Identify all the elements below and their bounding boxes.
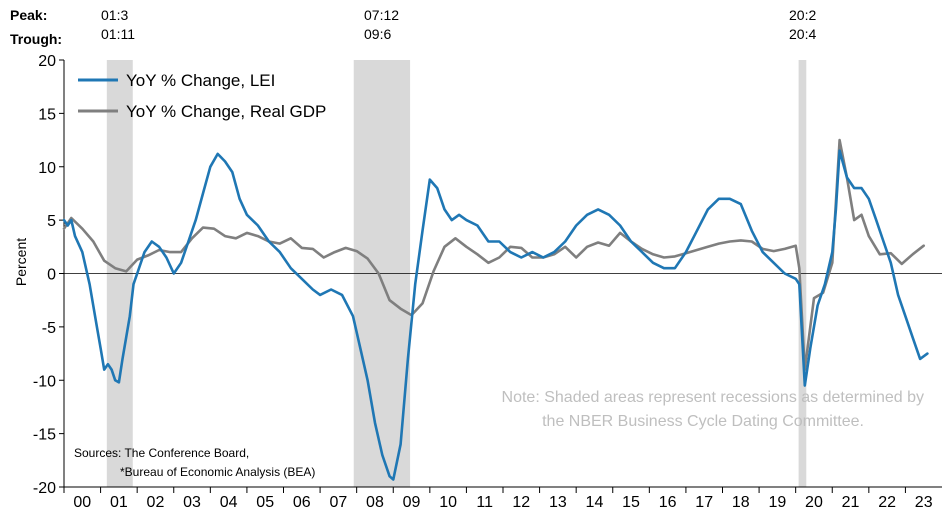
y-tick-label: -15 <box>33 427 56 444</box>
y-tick-label: -20 <box>33 480 56 497</box>
x-tick-label: 23 <box>915 494 933 511</box>
y-tick-label: -5 <box>42 320 56 337</box>
series-line-gdp <box>62 138 926 371</box>
x-tick-label: 13 <box>549 494 567 511</box>
x-tick-label: 18 <box>732 494 750 511</box>
series-lines <box>62 138 929 481</box>
sources-line-2: *Bureau of Economic Analysis (BEA) <box>120 465 315 479</box>
x-tick-label: 17 <box>695 494 713 511</box>
recession-2-trough: 09:6 <box>364 26 391 42</box>
axes: 20 15 10 5 0 -5 -10 -15 -20 00 01 02 03 04 05 06 07 08 09 1… <box>33 53 942 511</box>
x-tick-label: 10 <box>439 494 457 511</box>
recession-2-peak: 07:12 <box>364 7 399 23</box>
x-tick-label: 05 <box>256 494 274 511</box>
y-tick-label: 15 <box>38 106 56 123</box>
y-tick-label: 5 <box>47 213 56 230</box>
y-tick-label: 0 <box>47 267 56 284</box>
x-tick-label: 00 <box>73 494 91 511</box>
x-tick-label: 11 <box>476 494 493 511</box>
y-tick-label: 20 <box>38 53 56 70</box>
x-tick-label: 06 <box>293 494 311 511</box>
legend-lei-label: YoY % Change, LEI <box>126 71 275 90</box>
y-axis-label: Percent <box>13 238 29 286</box>
trough-label: Trough: <box>10 31 62 47</box>
sources-line-1: Sources: The Conference Board, <box>74 446 249 460</box>
y-tick-label: 10 <box>38 160 56 177</box>
recession-3-peak: 20:2 <box>789 7 816 23</box>
x-tick-label: 16 <box>659 494 677 511</box>
legend-gdp-label: YoY % Change, Real GDP <box>126 102 326 121</box>
y-tick-label: -10 <box>33 373 56 390</box>
x-tick-label: 03 <box>183 494 201 511</box>
x-tick-label: 07 <box>329 494 347 511</box>
x-tick-label: 19 <box>768 494 786 511</box>
x-tick-label: 20 <box>805 494 823 511</box>
recession-1-trough: 01:11 <box>101 26 135 42</box>
note-line-1: Note: Shaded areas represent recessions … <box>502 389 924 406</box>
x-tick-label: 14 <box>586 494 604 511</box>
x-tick-label: 08 <box>366 494 384 511</box>
x-tick-label: 04 <box>220 494 238 511</box>
recession-1-peak: 01:3 <box>101 7 128 23</box>
x-tick-label: 02 <box>147 494 165 511</box>
x-tick-label: 09 <box>403 494 421 511</box>
x-tick-label: 22 <box>878 494 896 511</box>
legend: YoY % Change, LEI YoY % Change, Real GDP <box>78 71 326 121</box>
note-line-2: the NBER Business Cycle Dating Committee… <box>542 413 864 430</box>
recession-3-trough: 20:4 <box>789 26 816 42</box>
x-tick-label: 21 <box>842 494 860 511</box>
series-line-lei <box>62 149 929 481</box>
x-tick-label: 12 <box>512 494 530 511</box>
x-tick-label: 01 <box>110 494 128 511</box>
x-tick-label: 15 <box>622 494 640 511</box>
peak-label: Peak: <box>10 7 47 23</box>
